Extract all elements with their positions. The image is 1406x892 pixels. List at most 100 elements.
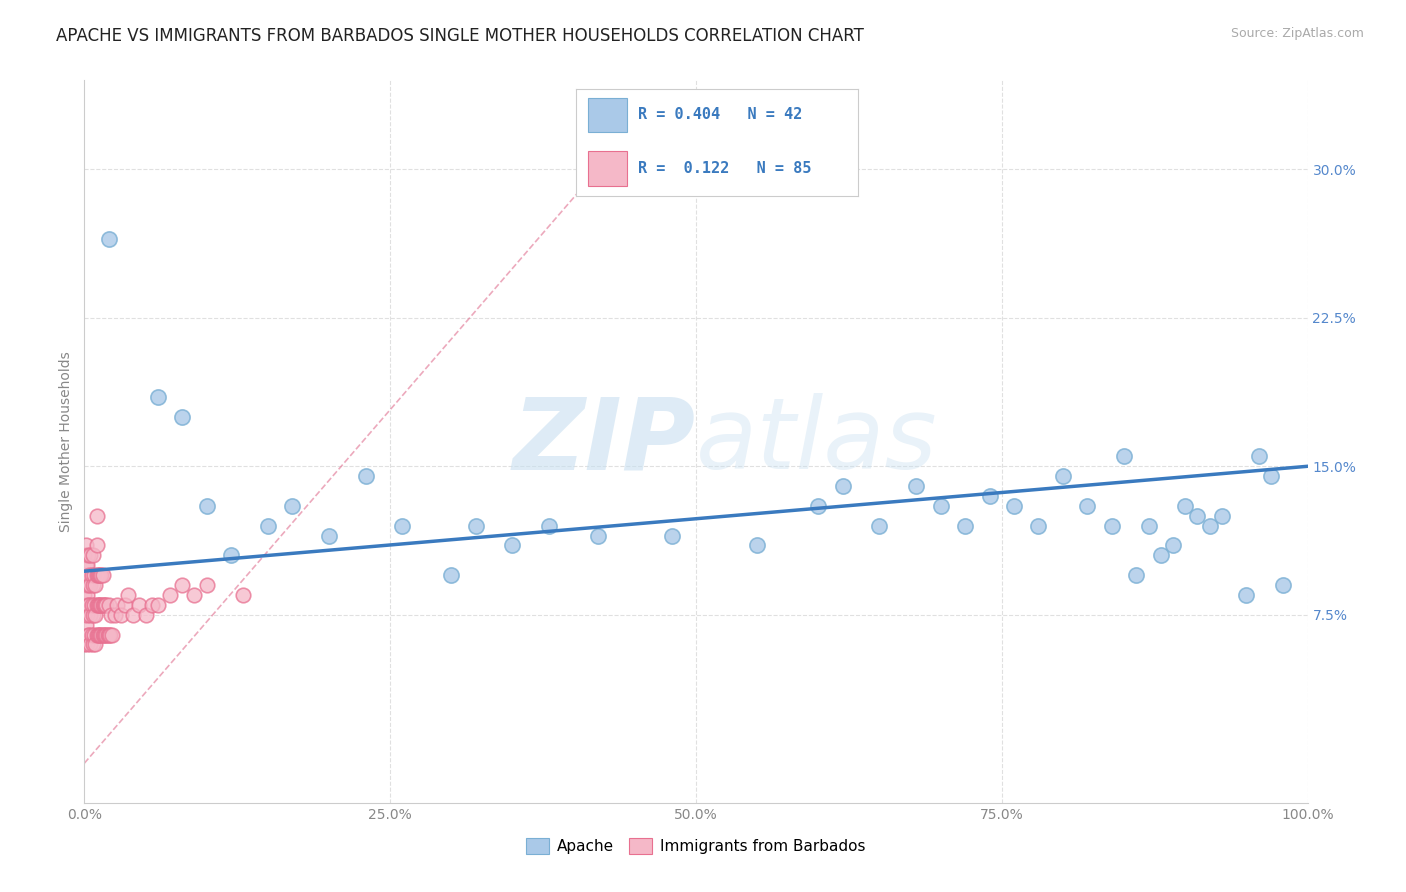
Text: APACHE VS IMMIGRANTS FROM BARBADOS SINGLE MOTHER HOUSEHOLDS CORRELATION CHART: APACHE VS IMMIGRANTS FROM BARBADOS SINGL… bbox=[56, 27, 865, 45]
Point bbox=[91, 568, 114, 582]
Point bbox=[90, 598, 112, 612]
Bar bbox=[588, 152, 627, 186]
Point bbox=[97, 627, 120, 641]
Point bbox=[73, 549, 96, 563]
Point bbox=[146, 598, 169, 612]
Point bbox=[502, 539, 524, 553]
Point bbox=[98, 627, 121, 641]
Point bbox=[79, 549, 101, 563]
Point bbox=[105, 598, 128, 612]
Point bbox=[73, 588, 96, 602]
Text: atlas: atlas bbox=[696, 393, 938, 490]
Point bbox=[97, 598, 120, 612]
Point bbox=[75, 578, 97, 592]
Point bbox=[87, 568, 110, 582]
Point bbox=[75, 539, 97, 553]
Point bbox=[440, 568, 463, 582]
Point bbox=[73, 568, 96, 582]
Point bbox=[1236, 588, 1258, 602]
Point bbox=[76, 637, 98, 651]
Point bbox=[1101, 518, 1123, 533]
Point bbox=[86, 539, 108, 553]
Point bbox=[90, 568, 112, 582]
Point bbox=[83, 568, 105, 582]
Point bbox=[86, 627, 108, 641]
Point bbox=[89, 627, 111, 641]
Point bbox=[80, 627, 103, 641]
Point bbox=[1187, 508, 1209, 523]
Point bbox=[1114, 450, 1136, 464]
Point bbox=[1161, 539, 1184, 553]
Point bbox=[86, 598, 108, 612]
Point bbox=[1198, 518, 1220, 533]
Point bbox=[538, 518, 561, 533]
Point bbox=[318, 528, 340, 542]
Point bbox=[172, 578, 194, 592]
Point bbox=[96, 627, 118, 641]
Point bbox=[79, 578, 101, 592]
Point bbox=[76, 558, 98, 573]
Point bbox=[83, 598, 105, 612]
Point bbox=[391, 518, 413, 533]
Point bbox=[929, 499, 952, 513]
Point bbox=[93, 627, 115, 641]
Point bbox=[84, 607, 107, 622]
Point bbox=[77, 549, 100, 563]
Point bbox=[90, 627, 112, 641]
Point bbox=[1076, 499, 1098, 513]
Point bbox=[354, 469, 377, 483]
Point bbox=[97, 627, 120, 641]
Point bbox=[80, 568, 103, 582]
Point bbox=[141, 598, 163, 612]
Point bbox=[77, 568, 100, 582]
Point bbox=[86, 568, 108, 582]
Point bbox=[73, 607, 96, 622]
Point bbox=[104, 607, 127, 622]
Point bbox=[281, 499, 304, 513]
Point bbox=[195, 578, 218, 592]
Point bbox=[93, 598, 115, 612]
Point bbox=[83, 627, 105, 641]
Point bbox=[110, 607, 132, 622]
Point bbox=[747, 539, 769, 553]
Point bbox=[84, 637, 107, 651]
Point bbox=[1150, 549, 1173, 563]
Point bbox=[807, 499, 830, 513]
Text: Source: ZipAtlas.com: Source: ZipAtlas.com bbox=[1230, 27, 1364, 40]
Bar bbox=[588, 98, 627, 132]
Point bbox=[869, 518, 891, 533]
Point bbox=[87, 627, 110, 641]
Point bbox=[257, 518, 280, 533]
Point bbox=[159, 588, 181, 602]
Point bbox=[464, 518, 486, 533]
Point bbox=[77, 598, 100, 612]
Point bbox=[101, 627, 124, 641]
Point bbox=[79, 637, 101, 651]
Point bbox=[94, 627, 117, 641]
Point bbox=[183, 588, 205, 602]
Point bbox=[195, 499, 218, 513]
Point bbox=[87, 598, 110, 612]
Point bbox=[219, 549, 242, 563]
Point bbox=[89, 568, 111, 582]
Point bbox=[905, 479, 928, 493]
Point bbox=[100, 607, 122, 622]
Point bbox=[661, 528, 683, 542]
Point bbox=[96, 598, 118, 612]
Point bbox=[979, 489, 1001, 503]
Point bbox=[1028, 518, 1050, 533]
Point bbox=[77, 627, 100, 641]
Point bbox=[82, 578, 104, 592]
Point bbox=[82, 637, 104, 651]
Point bbox=[117, 588, 139, 602]
Point bbox=[1272, 578, 1295, 592]
Point bbox=[586, 528, 609, 542]
Point bbox=[75, 558, 97, 573]
Point bbox=[1247, 450, 1270, 464]
Text: R =  0.122   N = 85: R = 0.122 N = 85 bbox=[638, 161, 811, 176]
Point bbox=[76, 607, 98, 622]
Point bbox=[122, 607, 145, 622]
Point bbox=[831, 479, 853, 493]
Point bbox=[87, 568, 110, 582]
Point bbox=[128, 598, 150, 612]
